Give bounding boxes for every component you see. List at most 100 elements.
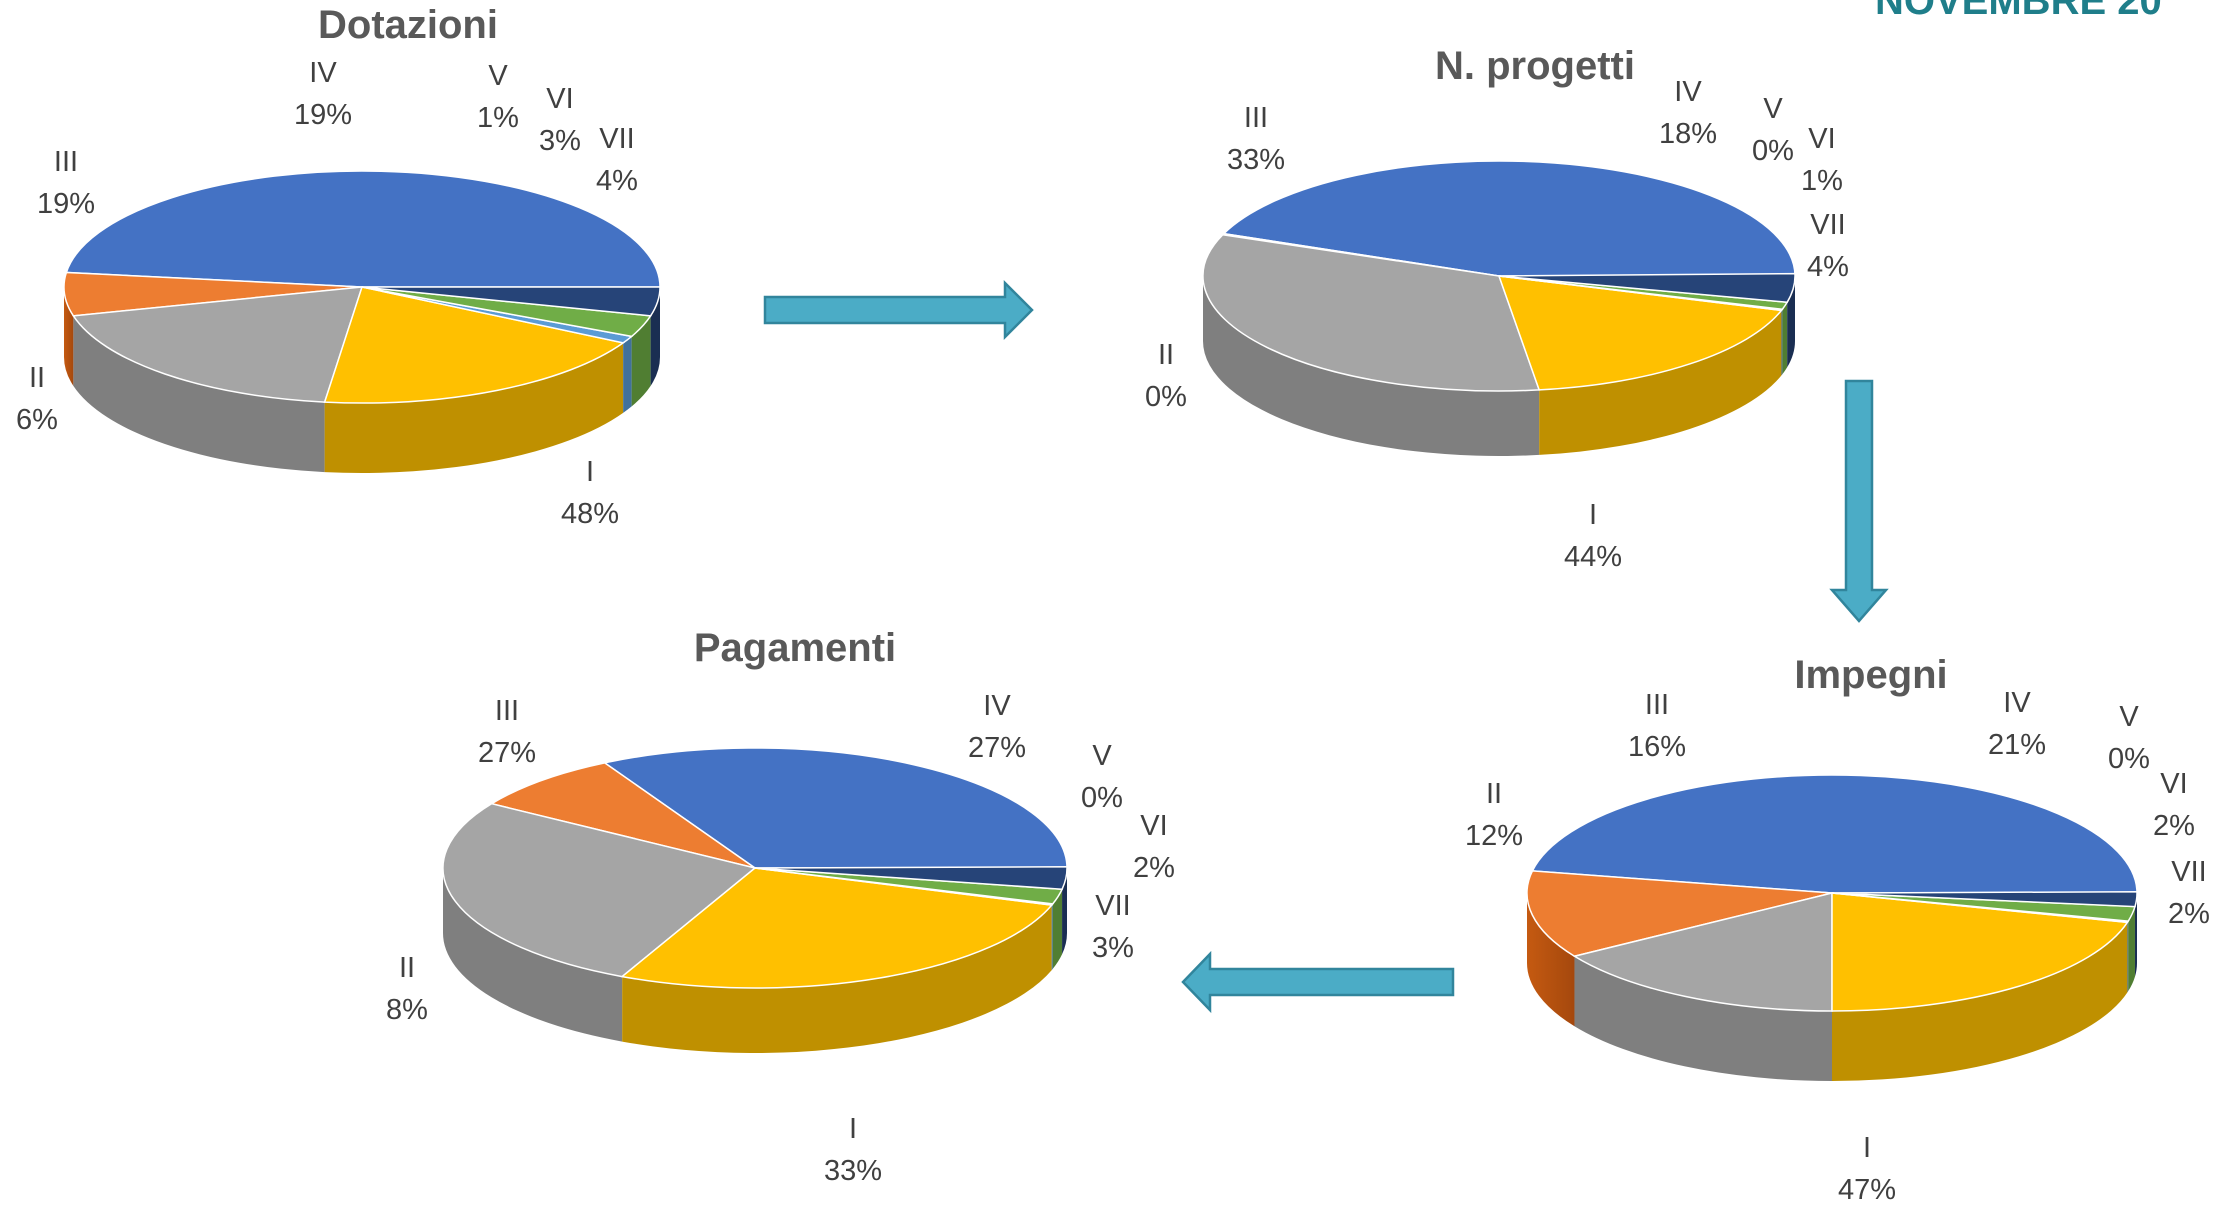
pie-slice-i <box>1531 774 2138 894</box>
slice-category-label: II <box>29 362 45 394</box>
chart-title: Dotazioni <box>318 3 498 47</box>
arrow-down-icon <box>1829 379 1889 623</box>
arrow-left-icon <box>1181 950 1455 1014</box>
slice-category-label: VI <box>1140 810 1167 842</box>
slice-percent-label: 3% <box>1092 932 1134 964</box>
slice-category-label: VII <box>2171 856 2206 888</box>
slice-percent-label: 3% <box>539 125 581 157</box>
slice-percent-label: 48% <box>561 498 619 530</box>
slice-labels: I 44% II 0% III 33% IV 18% V 0% VI 1% VII 4% <box>1145 76 1849 573</box>
pie-slice-vii <box>361 286 661 317</box>
slice-category-label: VI <box>1808 123 1835 155</box>
pie-slice-i <box>602 747 1068 869</box>
pie-slice-iv <box>1497 275 1783 391</box>
pie-side-iv <box>1832 922 2128 1081</box>
pie-side-v <box>1781 309 1783 376</box>
slice-category-label: VI <box>2160 768 2187 800</box>
slice-category-label: V <box>1763 93 1783 125</box>
slice-category-label: VII <box>1810 209 1845 241</box>
pie-slice-iv <box>1831 892 2129 1012</box>
pie-top-slices <box>1202 160 1796 392</box>
slice-percent-label: 4% <box>596 165 638 197</box>
slice-category-label: IV <box>1674 76 1702 108</box>
pie-side-vi <box>631 315 651 407</box>
pie-side-walls <box>1527 893 2137 1081</box>
flow-arrow-left <box>1181 950 1455 1014</box>
slice-percent-label: 4% <box>1807 251 1849 283</box>
pie-side-iv <box>324 342 624 473</box>
slice-category-label: IV <box>309 57 337 89</box>
pie-side-vi <box>1052 889 1063 969</box>
pie-slice-iii <box>442 802 757 978</box>
slice-category-label: III <box>54 146 78 178</box>
pie-top-slices <box>63 170 661 404</box>
pie-side-vi <box>1782 302 1788 375</box>
pie-slice-vii <box>1498 272 1796 304</box>
pie-side-vi <box>2128 906 2135 992</box>
pie-chart-1: Dotazioni I 48% II 6% III 19% IV 19% V 1% VI 3% VII 4% <box>16 3 661 530</box>
slice-labels: I 33% II 8% III 27% IV 27% V 0% VI 2%VII 3% <box>386 690 1175 1187</box>
pie-side-vii <box>2134 893 2137 977</box>
pie-side-ii <box>64 287 74 386</box>
slice-category-label: II <box>399 952 415 984</box>
slice-category-label: IV <box>983 690 1011 722</box>
slice-percent-label: 21% <box>1988 729 2046 761</box>
slice-percent-label: 0% <box>1145 381 1187 413</box>
slice-percent-label: 2% <box>1133 852 1175 884</box>
slice-category-label: VII <box>1095 890 1130 922</box>
pie-side-iv <box>1539 310 1782 455</box>
arrow-right-icon <box>763 279 1034 341</box>
slice-percent-label: 33% <box>824 1155 882 1187</box>
slice-labels: I 47% II 12% III 16% IV 21% V 0% VI 2% VII 2% <box>1465 687 2210 1206</box>
pie-side-walls <box>64 287 660 473</box>
slice-category-label: V <box>1092 740 1112 772</box>
flow-arrow-down <box>1829 379 1889 623</box>
pie-side-iv <box>622 905 1052 1053</box>
slice-category-label: V <box>2119 701 2139 733</box>
flow-arrow-right <box>763 279 1034 341</box>
chart-title: N. progetti <box>1435 44 1635 88</box>
slice-percent-label: 2% <box>2153 810 2195 842</box>
slice-percent-label: 0% <box>1752 135 1794 167</box>
slice-category-label: III <box>1645 689 1669 721</box>
slice-category-label: I <box>1589 499 1597 531</box>
slice-category-label: IV <box>2003 687 2031 719</box>
slice-category-label: I <box>1863 1132 1871 1164</box>
pie-chart-3: Impegni I 47% II 12% III 16% IV 21% V 0% VI 2% VII 2% <box>1465 653 2210 1206</box>
pie-chart-4: Pagamenti I 33% II 8% III 27% IV 27% V 0% VI 2%VII 3% <box>386 626 1175 1187</box>
pie-slice-vii <box>754 865 1068 891</box>
pie-side-walls <box>1203 276 1795 456</box>
pie-slice-iii <box>72 286 364 403</box>
pie-slice-iv <box>620 867 1054 989</box>
slice-category-label: VII <box>599 123 634 155</box>
slice-category-label: V <box>488 60 508 92</box>
pie-slice-ii <box>1526 870 1833 958</box>
slice-percent-label: 19% <box>294 99 352 131</box>
slice-percent-label: 19% <box>37 188 95 220</box>
header-corner-text: NOVEMBRE 20 <box>1875 0 2162 23</box>
pie-slice-iv <box>323 286 625 404</box>
pie-top-slices <box>442 747 1068 989</box>
slice-category-label: VI <box>546 83 573 115</box>
pie-side-vii <box>1062 868 1067 955</box>
pie-side-walls <box>443 868 1067 1053</box>
slice-percent-label: 18% <box>1659 118 1717 150</box>
slice-percent-label: 27% <box>478 737 536 769</box>
slice-percent-label: 12% <box>1465 820 1523 852</box>
slice-percent-label: 33% <box>1227 144 1285 176</box>
slice-category-label: II <box>1158 339 1174 371</box>
pie-slice-vii <box>1831 891 2138 908</box>
slice-percent-label: 27% <box>968 732 1026 764</box>
slice-percent-label: 6% <box>16 404 58 436</box>
slice-percent-label: 44% <box>1564 541 1622 573</box>
slice-category-label: I <box>586 456 594 488</box>
chart-title: Pagamenti <box>694 626 896 670</box>
pie-side-v <box>1051 903 1053 971</box>
slice-percent-label: 0% <box>1081 782 1123 814</box>
pie-slice-iii <box>1202 233 1541 392</box>
pie-side-v <box>623 336 632 413</box>
slice-percent-label: 1% <box>1801 165 1843 197</box>
slice-percent-label: 2% <box>2168 898 2210 930</box>
pie-side-iii <box>73 315 325 473</box>
